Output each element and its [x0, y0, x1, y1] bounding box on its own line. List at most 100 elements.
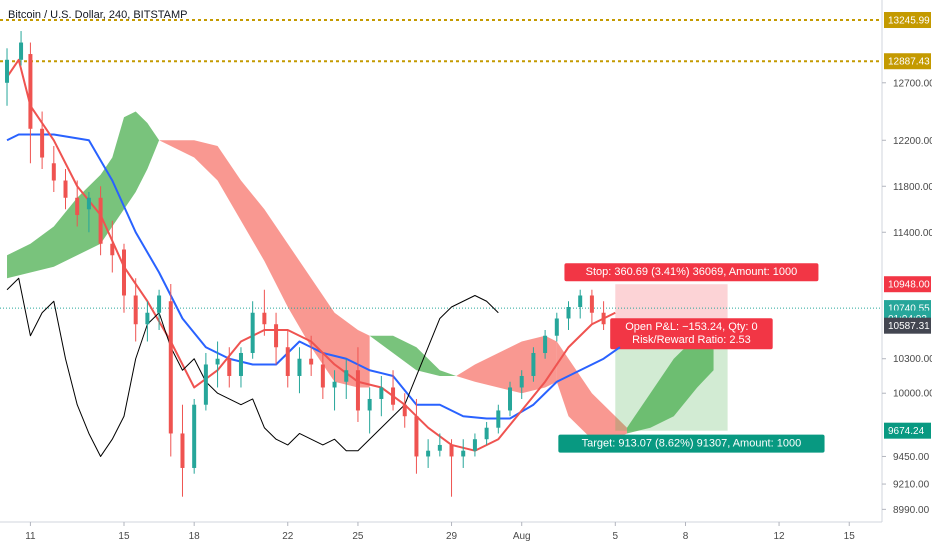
stop-label-bg: [564, 263, 819, 282]
candle-body: [332, 381, 337, 388]
target-label: Target: 913.07 (8.62%) 91307, Amount: 10…: [558, 434, 825, 453]
candle-body: [426, 450, 431, 457]
price-tag-bg: [884, 276, 931, 293]
candle-body: [531, 352, 536, 376]
candle-body: [19, 42, 24, 60]
candle-body: [215, 358, 220, 365]
indicator-line: [6, 277, 499, 457]
price-tag-label: 10948.00: [888, 280, 930, 291]
cloud-segment: [159, 140, 370, 388]
stop-label-text: Stop: 360.69 (3.41%) 36069, Amount: 1000: [586, 266, 798, 278]
price-tag-bg: [884, 12, 931, 29]
price-tags: 13245.9912887.4310948.0010740.5501:04:03…: [884, 12, 931, 439]
candle-body: [121, 249, 126, 296]
candle-body: [355, 370, 360, 411]
y-tick-label: 12200.00: [893, 136, 932, 147]
candle-body: [98, 197, 103, 244]
short-position-tool[interactable]: Stop: 360.69 (3.41%) 36069, Amount: 1000…: [558, 263, 825, 453]
y-tick-label: 10300.00: [893, 354, 932, 365]
candle-body: [5, 59, 10, 83]
candle-body: [554, 318, 559, 336]
x-tick-label: 25: [352, 531, 364, 542]
candle-body: [110, 243, 115, 256]
candle-body: [472, 439, 477, 451]
candlestick-series: [5, 31, 606, 497]
candle-body: [63, 180, 68, 198]
candle-body: [51, 163, 56, 181]
candle-body: [309, 358, 314, 365]
price-tag-bg: [884, 53, 931, 70]
candle-body: [461, 450, 466, 457]
candle-body: [40, 128, 45, 158]
candle-body: [285, 347, 290, 376]
x-tick-label: Aug: [513, 531, 531, 542]
price-tag-label: 10740.55: [888, 304, 930, 315]
x-tick-label: 15: [118, 531, 130, 542]
candle-body: [203, 364, 208, 405]
candle-body: [145, 312, 150, 325]
x-tick-label: 29: [446, 531, 458, 542]
candle-body: [192, 404, 197, 468]
candle-body: [133, 295, 138, 325]
target-label-bg: [558, 434, 825, 453]
price-tag-label: 10587.31: [888, 321, 930, 332]
candle-body: [508, 387, 513, 411]
candle-body: [449, 444, 454, 457]
cloud-segment: [369, 335, 457, 376]
price-axis[interactable]: 12700.00 12200.00 11800.00 11400.00 10300.00…: [881, 0, 932, 522]
target-label-text: Target: 913.07 (8.62%) 91307, Amount: 10…: [582, 438, 802, 450]
price-tag-bg: [884, 317, 931, 334]
x-tick-label: 18: [189, 531, 201, 542]
candle-body: [402, 404, 407, 417]
candle-body: [391, 387, 396, 405]
candle-body: [180, 433, 185, 468]
candle-body: [75, 197, 80, 216]
price-tag-label: 12887.43: [888, 57, 930, 68]
y-tick-label: 8990.00: [893, 505, 930, 516]
price-tag-label: 13245.99: [888, 16, 930, 27]
x-tick-label: 8: [683, 531, 689, 542]
y-tick-label: 9450.00: [893, 452, 930, 463]
candle-body: [86, 197, 91, 210]
stop-label: Stop: 360.69 (3.41%) 36069, Amount: 1000: [564, 263, 819, 282]
x-tick-label: 22: [282, 531, 294, 542]
cloud-segment: [556, 341, 627, 440]
candle-body: [297, 358, 302, 376]
chart-title: Bitcoin / U.S. Dollar, 240, BITSTAMP: [8, 9, 188, 21]
candle-body: [238, 352, 243, 376]
candle-body: [250, 312, 255, 353]
x-tick-label: 5: [613, 531, 619, 542]
pnl-label-bg: [610, 318, 773, 350]
candle-body: [589, 295, 594, 313]
y-tick-label: 10000.00: [893, 389, 932, 400]
candle-body: [157, 295, 162, 313]
candle-body: [274, 324, 279, 348]
candle-body: [168, 301, 173, 434]
candle-body: [414, 416, 419, 457]
candle-body: [262, 312, 267, 325]
indicator-lines: [6, 58, 621, 457]
x-tick-label: 15: [844, 531, 856, 542]
candle-body: [519, 375, 524, 388]
x-tick-label: 11: [25, 531, 36, 542]
price-tag-bg: [884, 422, 931, 439]
candle-body: [227, 358, 232, 376]
y-tick-label: 9210.00: [893, 480, 930, 491]
candle-body: [601, 312, 606, 325]
cloud-segment: [456, 335, 557, 394]
x-tick-label: 12: [773, 531, 785, 542]
candle-body: [379, 387, 384, 399]
pnl-label-text: Risk/Reward Ratio: 2.53: [632, 334, 751, 346]
time-axis[interactable]: 11 15 18 22 25 29 Aug 5 8 12 15: [0, 521, 882, 542]
price-tag-label: 9674.24: [888, 426, 925, 437]
candle-body: [437, 444, 442, 451]
candle-body: [344, 370, 349, 382]
cloud-segment: [626, 335, 714, 434]
y-tick-label: 12700.00: [893, 78, 932, 89]
pnl-label-text: Open P&L: −153.24, Qty: 0: [625, 321, 757, 333]
candle-body: [566, 306, 571, 319]
candle-body: [484, 427, 489, 440]
candle-body: [543, 335, 548, 353]
